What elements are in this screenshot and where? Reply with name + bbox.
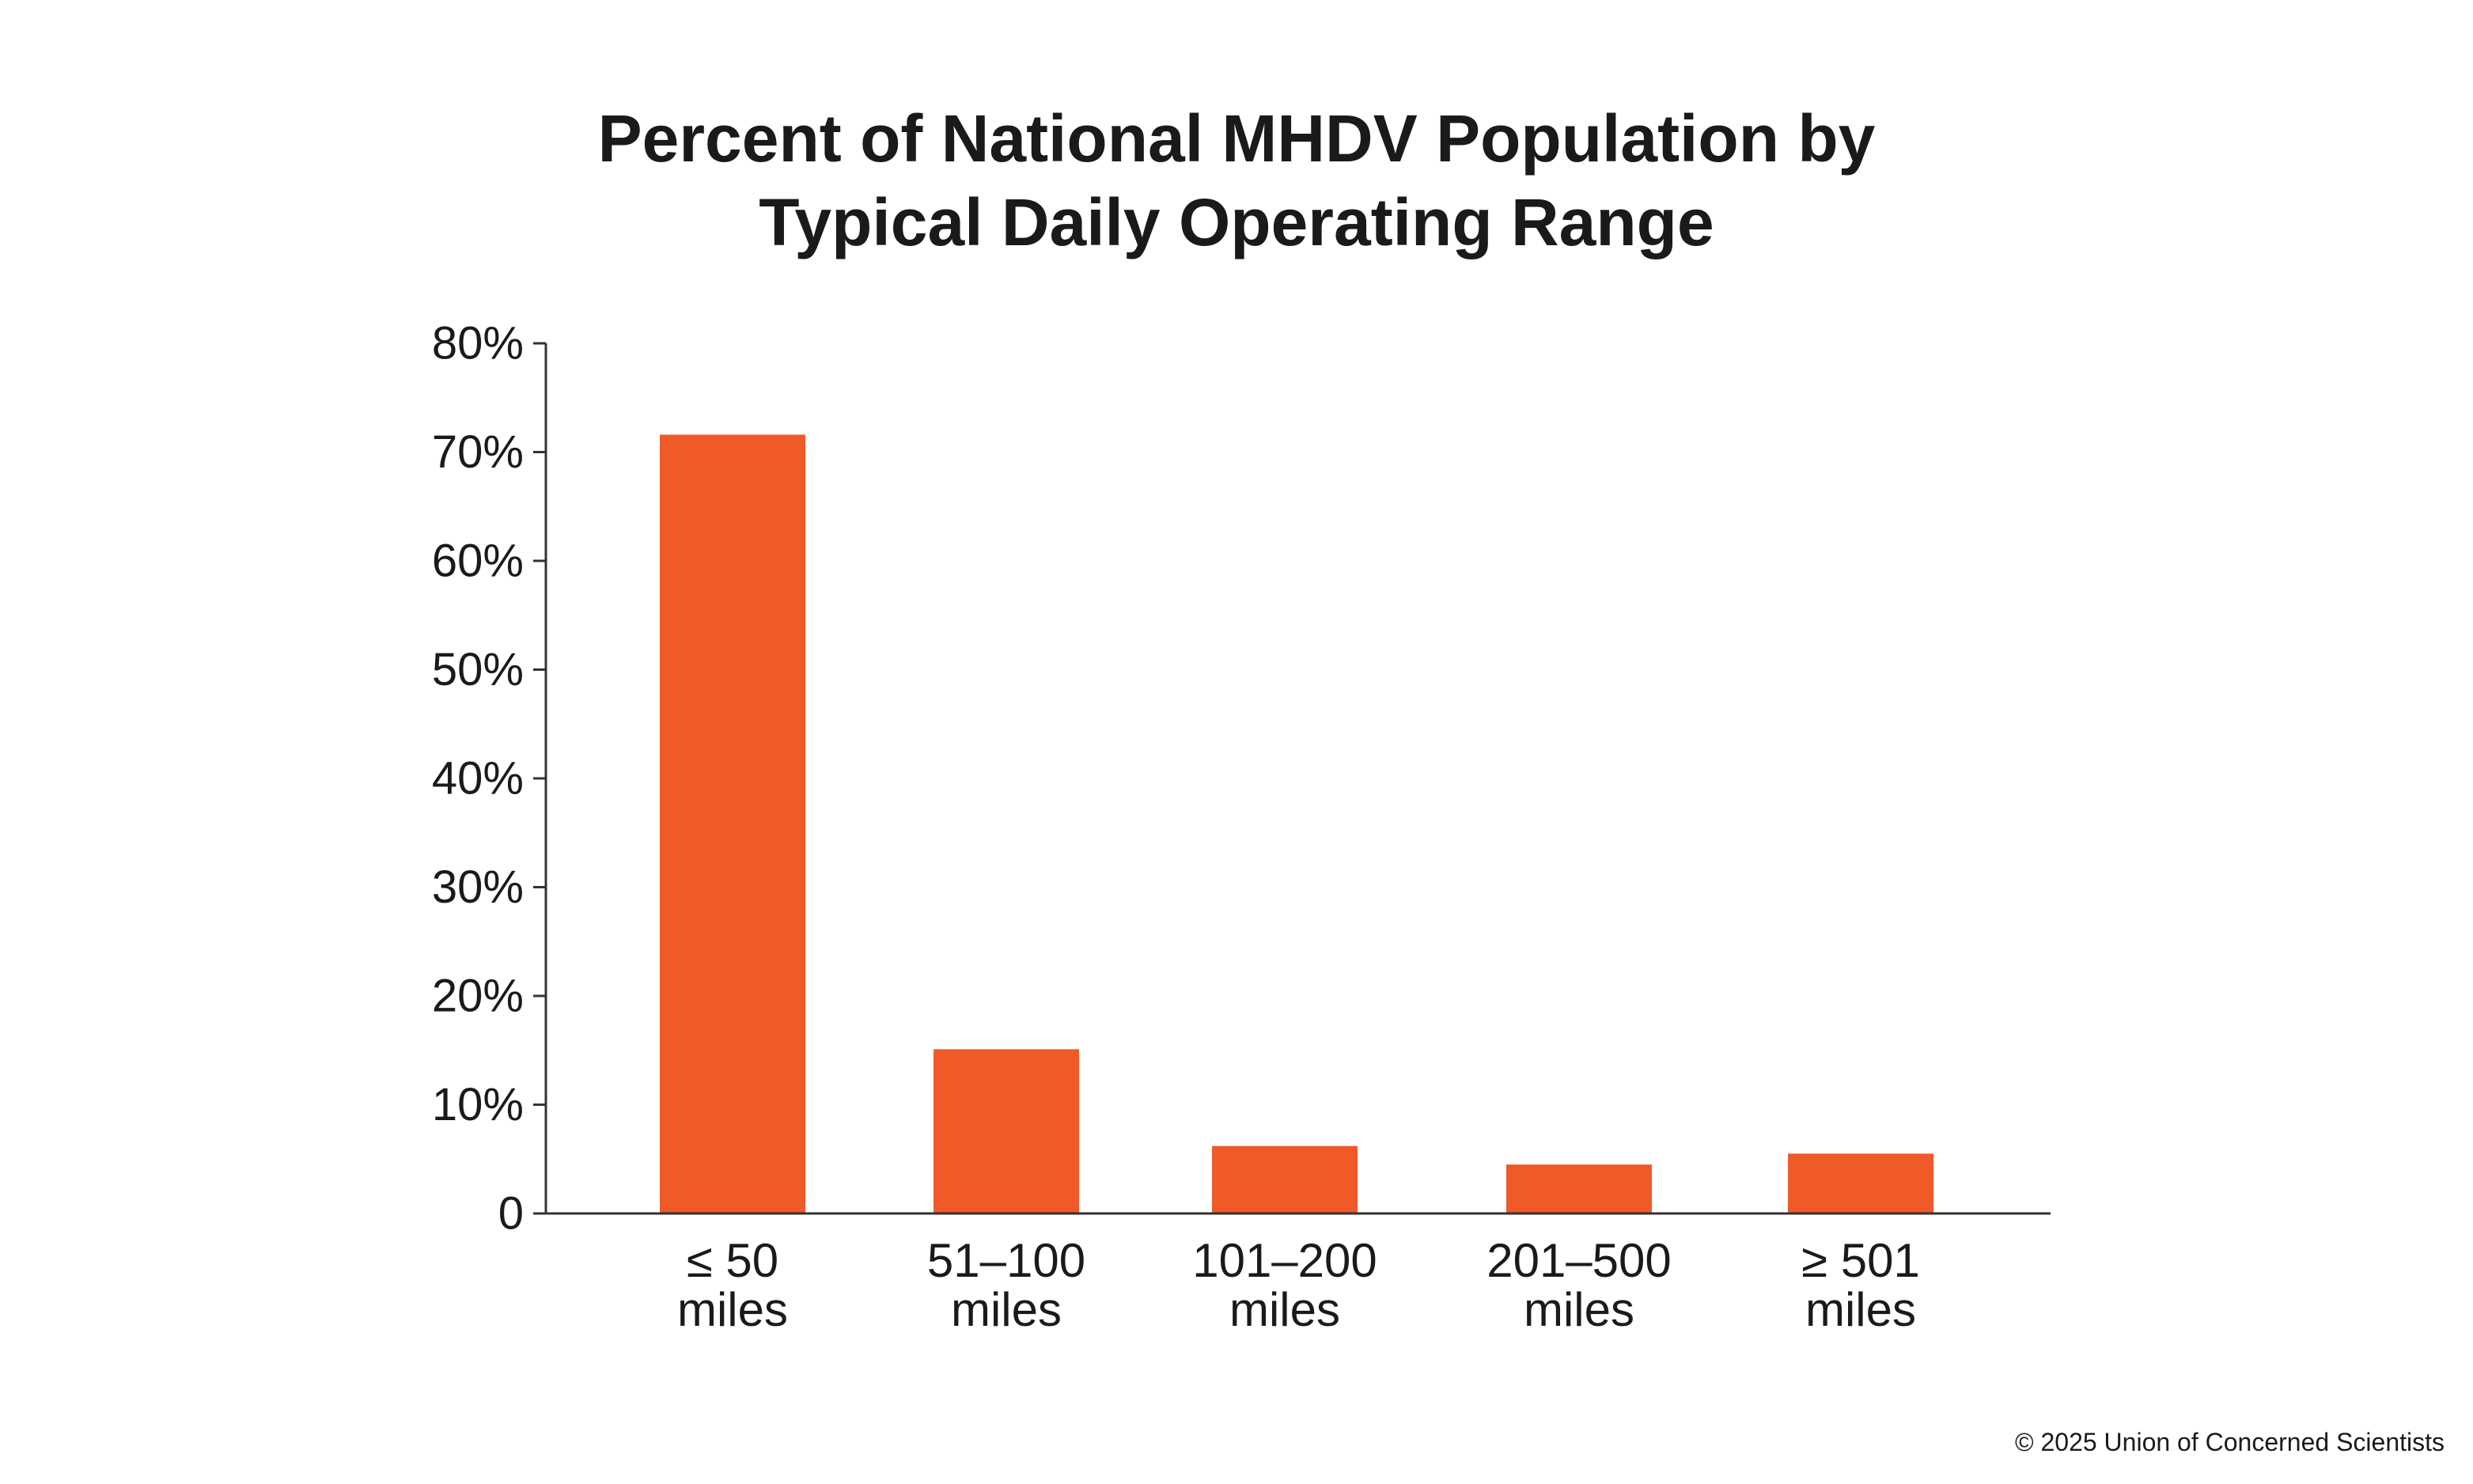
y-axis-ticks: 0 10% 20% 30% 40% 50% 60% 70% 80% — [432, 318, 546, 1240]
y-tick-label: 0 — [498, 1188, 524, 1240]
chart-title: Percent of National MHDV Population by T… — [0, 97, 2473, 264]
y-tick-label: 40% — [432, 753, 524, 804]
x-tick-label-line: miles — [1805, 1283, 1916, 1336]
y-tick-label: 20% — [432, 971, 524, 1022]
bars — [660, 434, 1933, 1213]
x-tick-label-line: 51–100 — [927, 1234, 1085, 1287]
y-tick-label: 80% — [432, 318, 524, 369]
copyright-notice: © 2025 Union of Concerned Scientists — [2015, 1428, 2445, 1456]
y-tick-label: 10% — [432, 1079, 524, 1130]
x-tick-label: 51–100 miles — [927, 1234, 1085, 1336]
x-tick-label-line: 101–200 — [1192, 1234, 1377, 1287]
x-tick-label-line: miles — [1524, 1283, 1634, 1336]
y-tick-label: 30% — [432, 861, 524, 913]
x-tick-label-line: miles — [951, 1283, 1062, 1336]
bar — [934, 1049, 1079, 1213]
chart-title-line-2: Typical Daily Operating Range — [759, 185, 1714, 259]
x-tick-label: 101–200 miles — [1192, 1234, 1377, 1336]
x-tick-label: 201–500 miles — [1486, 1234, 1672, 1336]
x-tick-label-line: ≥ 501 — [1801, 1234, 1920, 1287]
y-tick-label: 60% — [432, 536, 524, 587]
x-tick-label-line: miles — [1229, 1283, 1340, 1336]
y-tick-label: 50% — [432, 644, 524, 695]
x-tick-label: ≤ 50 miles — [677, 1234, 788, 1336]
y-tick-label: 70% — [432, 426, 524, 478]
bar — [1506, 1164, 1652, 1213]
x-tick-label-line: ≤ 50 — [687, 1234, 778, 1287]
bar — [660, 434, 805, 1213]
bar — [1788, 1153, 1933, 1213]
chart-title-line-1: Percent of National MHDV Population by — [597, 101, 1876, 176]
x-tick-label-line: 201–500 — [1486, 1234, 1672, 1287]
bar — [1212, 1145, 1358, 1213]
x-tick-label-line: miles — [677, 1283, 788, 1336]
x-tick-label: ≥ 501 miles — [1801, 1234, 1920, 1336]
